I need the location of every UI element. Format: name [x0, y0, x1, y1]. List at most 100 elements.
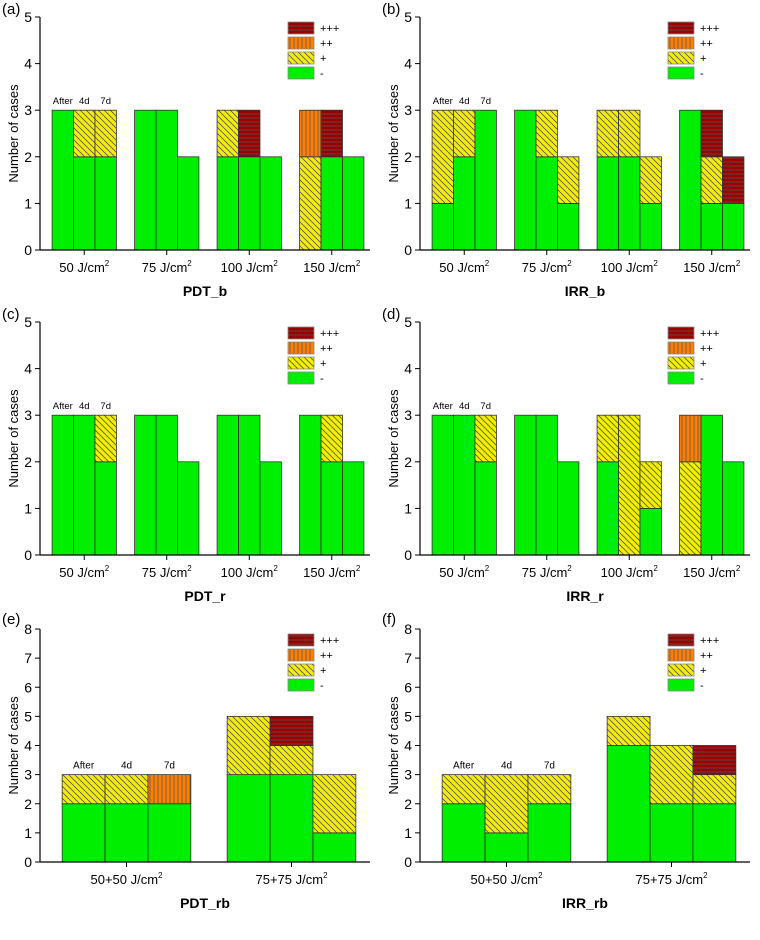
- x-tick-label: 100 J/cm2: [221, 259, 279, 275]
- bar-sublabel: 4d: [501, 761, 512, 772]
- panel-b: (b) After 4d 7d 50 J/cm2 75 J/cm2 100 J/cm2 150…: [380, 0, 760, 310]
- bar-segment-yellow-hatch: [557, 156, 580, 204]
- legend-label: ++: [320, 343, 333, 355]
- bar-segment-yellow-hatch: [73, 109, 96, 158]
- legend-label: ++: [700, 38, 713, 50]
- bar-segment-green-solid: [320, 461, 343, 556]
- y-axis-title: Number of cases: [386, 389, 401, 488]
- x-tick-label: 50 J/cm2: [439, 259, 490, 275]
- bar-segment-green-solid: [73, 414, 96, 556]
- bar-segment-red-hatch: [692, 745, 737, 776]
- bar-segment-red-hatch: [238, 109, 261, 158]
- panel-label: (b): [382, 1, 400, 18]
- legend-label: +++: [320, 23, 339, 35]
- bar-segment-green-solid: [269, 774, 314, 863]
- bar-sublabel: 4d: [79, 96, 90, 107]
- bar-segment-yellow-hatch: [299, 156, 322, 251]
- chart-svg: (e) After 4d 7d 50+50 J/cm2 75+75 J/cm2 0 1 2 3 4 5…: [2, 611, 370, 911]
- bar-segment-green-solid: [259, 461, 282, 556]
- bar-segment-green-solid: [527, 803, 572, 863]
- panel-label: (e): [2, 611, 20, 628]
- bar-segment-green-solid: [679, 109, 702, 251]
- x-tick-label: 50+50 J/cm2: [90, 871, 163, 887]
- bar-segment-yellow-hatch: [312, 774, 357, 834]
- chart-title: IRR_b: [565, 283, 605, 299]
- legend-swatch-yellow-hatch: [287, 663, 315, 677]
- y-tick-label: 0: [404, 547, 412, 563]
- bar-segment-green-solid: [134, 414, 157, 556]
- y-tick-label: 2: [24, 149, 32, 165]
- bar-segment-green-solid: [104, 803, 149, 863]
- bar-segment-green-solid: [453, 156, 476, 251]
- legend-swatch-red-hatch: [287, 633, 315, 647]
- y-tick-label: 1: [404, 825, 412, 841]
- legend-swatch-yellow-hatch: [287, 51, 315, 65]
- bar-segment-yellow-hatch: [700, 156, 723, 204]
- bar-segment-green-solid: [155, 109, 178, 251]
- superscript: 2: [105, 259, 110, 268]
- bar-segment-green-solid: [700, 414, 723, 556]
- y-tick-label: 5: [24, 314, 32, 330]
- superscript: 2: [187, 259, 192, 268]
- y-tick-label: 6: [404, 679, 412, 695]
- legend-swatch-yellow-hatch: [667, 663, 695, 677]
- bar-segment-green-solid: [226, 774, 271, 863]
- superscript: 2: [567, 564, 572, 573]
- bar-segment-green-solid: [474, 109, 497, 251]
- bar-segment-green-solid: [259, 156, 282, 251]
- y-tick-label: 7: [24, 650, 32, 666]
- x-tick-label: 75 J/cm2: [522, 259, 573, 275]
- bar-segment-green-solid: [177, 156, 200, 251]
- bar-segment-green-solid: [639, 507, 662, 556]
- superscript: 2: [323, 871, 328, 880]
- superscript: 2: [485, 564, 490, 573]
- bar-segment-green-solid: [155, 414, 178, 556]
- bar-segment-green-solid: [238, 414, 261, 556]
- y-tick-label: 0: [404, 854, 412, 870]
- superscript: 2: [736, 259, 741, 268]
- panel-label: (c): [2, 306, 20, 323]
- panel-e: (e) After 4d 7d 50+50 J/cm2 75+75 J/cm2 0 1 2 3 4 5…: [0, 610, 380, 940]
- panel-label: (a): [2, 1, 20, 18]
- bar-segment-yellow-hatch: [484, 774, 529, 834]
- superscript: 2: [567, 259, 572, 268]
- bar-segment-green-solid: [535, 156, 558, 251]
- y-tick-label: 5: [404, 314, 412, 330]
- bar-segment-green-solid: [606, 745, 651, 863]
- legend-label: +: [320, 665, 326, 677]
- y-tick-label: 3: [24, 767, 32, 783]
- bar-segment-yellow-hatch: [618, 414, 641, 556]
- bar-segment-red-hatch: [700, 109, 723, 158]
- bar-segment-green-solid: [94, 461, 117, 556]
- y-tick-label: 3: [404, 102, 412, 118]
- legend-swatch-yellow-hatch: [667, 51, 695, 65]
- x-tick-label: 75 J/cm2: [142, 564, 193, 580]
- legend-label: +: [320, 358, 326, 370]
- superscript: 2: [538, 871, 543, 880]
- bar-segment-red-hatch: [269, 715, 314, 746]
- y-tick-label: 5: [24, 708, 32, 724]
- legend-label: +++: [700, 328, 719, 340]
- y-tick-label: 1: [24, 500, 32, 516]
- bar-segment-green-solid: [312, 832, 357, 863]
- legend-label: +: [700, 358, 706, 370]
- y-tick-label: 1: [24, 195, 32, 211]
- bar-segment-green-solid: [700, 202, 723, 251]
- bar-segment-green-solid: [514, 414, 537, 556]
- y-tick-label: 4: [24, 361, 32, 377]
- panel-a: (a) After 4d 7d 50 J/cm2 75 J/cm2 100 J/cm2 150…: [0, 0, 380, 310]
- bar-segment-yellow-hatch: [94, 109, 117, 158]
- bar-segment-green-solid: [342, 461, 365, 556]
- y-tick-label: 2: [404, 796, 412, 812]
- bar-segment-green-solid: [147, 803, 192, 863]
- x-tick-label: 75+75 J/cm2: [255, 871, 328, 887]
- x-tick-label: 150 J/cm2: [303, 564, 361, 580]
- superscript: 2: [703, 871, 708, 880]
- bar-segment-green-solid: [61, 803, 106, 863]
- y-tick-label: 1: [404, 195, 412, 211]
- legend-label: +++: [320, 328, 339, 340]
- bar-segment-green-solid: [722, 202, 745, 251]
- panel-c: (c) After 4d 7d 50 J/cm2 75 J/cm2 100 J/cm2 150…: [0, 305, 380, 615]
